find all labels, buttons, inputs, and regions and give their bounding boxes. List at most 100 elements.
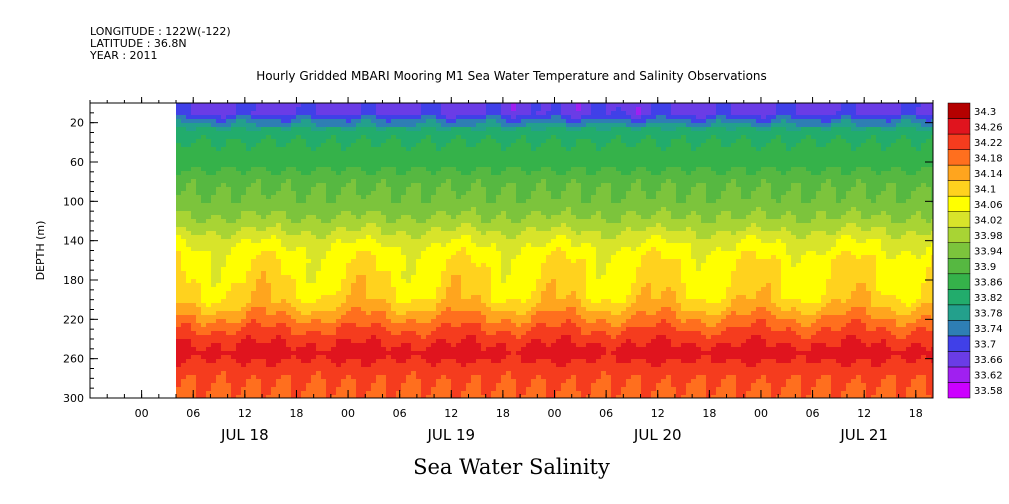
heatmap-cell — [291, 267, 297, 272]
heatmap-cell — [296, 215, 302, 220]
heatmap-cell — [321, 367, 327, 372]
heatmap-cell — [456, 335, 462, 340]
heatmap-cell — [306, 251, 312, 256]
heatmap-cell — [436, 323, 442, 328]
heatmap-cell — [391, 195, 397, 200]
heatmap-cell — [451, 283, 457, 288]
heatmap-cell — [311, 199, 317, 204]
heatmap-cell — [491, 271, 497, 276]
heatmap-cell — [396, 243, 402, 248]
heatmap-cell — [416, 251, 422, 256]
heatmap-cell — [231, 255, 237, 260]
heatmap-cell — [316, 183, 322, 188]
heatmap-cell — [396, 231, 402, 236]
heatmap-cell — [466, 191, 472, 196]
heatmap-cell — [251, 199, 257, 204]
heatmap-cell — [306, 151, 312, 156]
heatmap-cell — [386, 263, 392, 268]
heatmap-cell — [331, 227, 337, 232]
heatmap-cell — [321, 219, 327, 224]
heatmap-cell — [256, 195, 262, 200]
heatmap-cell — [371, 339, 377, 344]
heatmap-cell — [446, 255, 452, 260]
heatmap-cell — [421, 139, 427, 144]
heatmap-cell — [301, 343, 307, 348]
heatmap-cell — [401, 159, 407, 164]
heatmap-cell — [251, 223, 257, 228]
heatmap-cell — [326, 331, 332, 336]
heatmap-cell — [301, 251, 307, 256]
heatmap-cell — [356, 239, 362, 244]
heatmap-cell — [461, 347, 467, 352]
heatmap-cell — [401, 259, 407, 264]
heatmap-cell — [506, 191, 512, 196]
heatmap-cell — [426, 327, 432, 332]
heatmap-cell — [436, 123, 442, 128]
heatmap-cell — [496, 151, 502, 156]
heatmap-cell — [306, 395, 312, 399]
heatmap-cell — [501, 115, 507, 120]
heatmap-cell — [501, 327, 507, 332]
heatmap-cell — [511, 143, 517, 148]
heatmap-cell — [241, 219, 247, 224]
heatmap-cell — [456, 123, 462, 128]
heatmap-cell — [356, 179, 362, 184]
heatmap-cell — [281, 343, 287, 348]
heatmap-cell — [186, 251, 192, 256]
heatmap-cell — [226, 299, 232, 304]
heatmap-cell — [281, 367, 287, 372]
heatmap-cell — [286, 319, 292, 324]
heatmap-cell — [381, 143, 387, 148]
heatmap-cell — [311, 119, 317, 124]
heatmap-cell — [296, 295, 302, 300]
heatmap-cell — [426, 323, 432, 328]
heatmap-cell — [416, 155, 422, 160]
heatmap-cell — [246, 287, 252, 292]
heatmap-cell — [306, 239, 312, 244]
heatmap-cell — [206, 267, 212, 272]
heatmap-cell — [266, 135, 272, 140]
heatmap-cell — [496, 223, 502, 228]
heatmap-cell — [321, 143, 327, 148]
heatmap-cell — [311, 175, 317, 180]
heatmap-cell — [426, 291, 432, 296]
heatmap-cell — [486, 167, 492, 172]
heatmap-cell — [436, 267, 442, 272]
heatmap-cell — [411, 375, 417, 380]
heatmap-cell — [491, 375, 497, 380]
heatmap-cell — [491, 119, 497, 124]
heatmap-cell — [351, 191, 357, 196]
heatmap-cell — [176, 359, 182, 364]
heatmap-cell — [301, 279, 307, 284]
heatmap-cell — [211, 259, 217, 264]
heatmap-cell — [386, 183, 392, 188]
heatmap-cell — [216, 355, 222, 360]
heatmap-cell — [491, 287, 497, 292]
heatmap-cell — [476, 355, 482, 360]
heatmap-cell — [461, 119, 467, 124]
heatmap-cell — [456, 287, 462, 292]
heatmap-cell — [341, 307, 347, 312]
heatmap-cell — [396, 359, 402, 364]
heatmap-cell — [241, 307, 247, 312]
heatmap-cell — [401, 307, 407, 312]
heatmap-cell — [451, 163, 457, 168]
heatmap-cell — [241, 271, 247, 276]
heatmap-cell — [226, 235, 232, 240]
heatmap-cell — [361, 163, 367, 168]
heatmap-cell — [306, 167, 312, 172]
heatmap-cell — [436, 239, 442, 244]
heatmap-cell — [226, 195, 232, 200]
heatmap-cell — [181, 367, 187, 372]
heatmap-cell — [486, 191, 492, 196]
heatmap-cell — [481, 119, 487, 124]
heatmap-cell — [341, 191, 347, 196]
heatmap-cell — [271, 295, 277, 300]
heatmap-cell — [321, 339, 327, 344]
heatmap-cell — [471, 159, 477, 164]
heatmap-cell — [386, 151, 392, 156]
heatmap-cell — [501, 375, 507, 380]
heatmap-cell — [251, 287, 257, 292]
heatmap-cell — [236, 383, 242, 388]
heatmap-cell — [311, 135, 317, 140]
